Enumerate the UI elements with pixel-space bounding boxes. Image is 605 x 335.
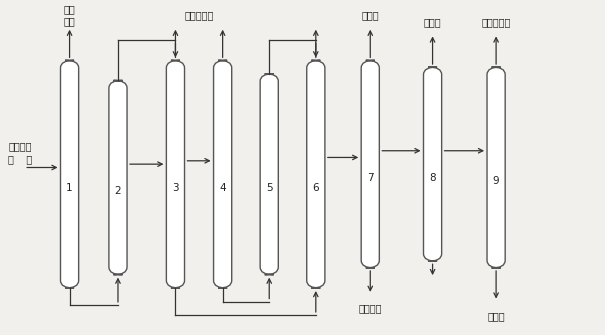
Text: 3: 3 [172,183,178,193]
Text: 7: 7 [367,173,373,183]
FancyBboxPatch shape [260,74,278,275]
Text: 2: 2 [115,186,121,196]
Text: 1: 1 [67,183,73,193]
Text: 4: 4 [220,183,226,193]
Text: 轻组分: 轻组分 [424,17,442,27]
Text: 间戊二烯: 间戊二烯 [359,303,382,313]
FancyBboxPatch shape [166,60,185,288]
Text: 5: 5 [266,183,272,193]
Text: 8: 8 [430,173,436,183]
Text: 裂解碳五: 裂解碳五 [8,141,32,151]
Text: 6: 6 [313,183,319,193]
Text: 重组分: 重组分 [487,312,505,322]
Text: 双环戊二烯: 双环戊二烯 [482,17,511,27]
Text: 原    料: 原 料 [8,154,33,164]
FancyBboxPatch shape [109,80,127,275]
FancyBboxPatch shape [307,60,325,288]
Text: 相异戊二烯: 相异戊二烯 [185,10,214,20]
FancyBboxPatch shape [487,67,505,268]
Text: 9: 9 [493,176,499,186]
FancyBboxPatch shape [361,60,379,268]
Text: 单烯烃: 单烯烃 [361,10,379,20]
Text: 碳四
炔烃: 碳四 炔烃 [64,4,76,26]
FancyBboxPatch shape [60,60,79,288]
FancyBboxPatch shape [214,60,232,288]
FancyBboxPatch shape [424,67,442,261]
